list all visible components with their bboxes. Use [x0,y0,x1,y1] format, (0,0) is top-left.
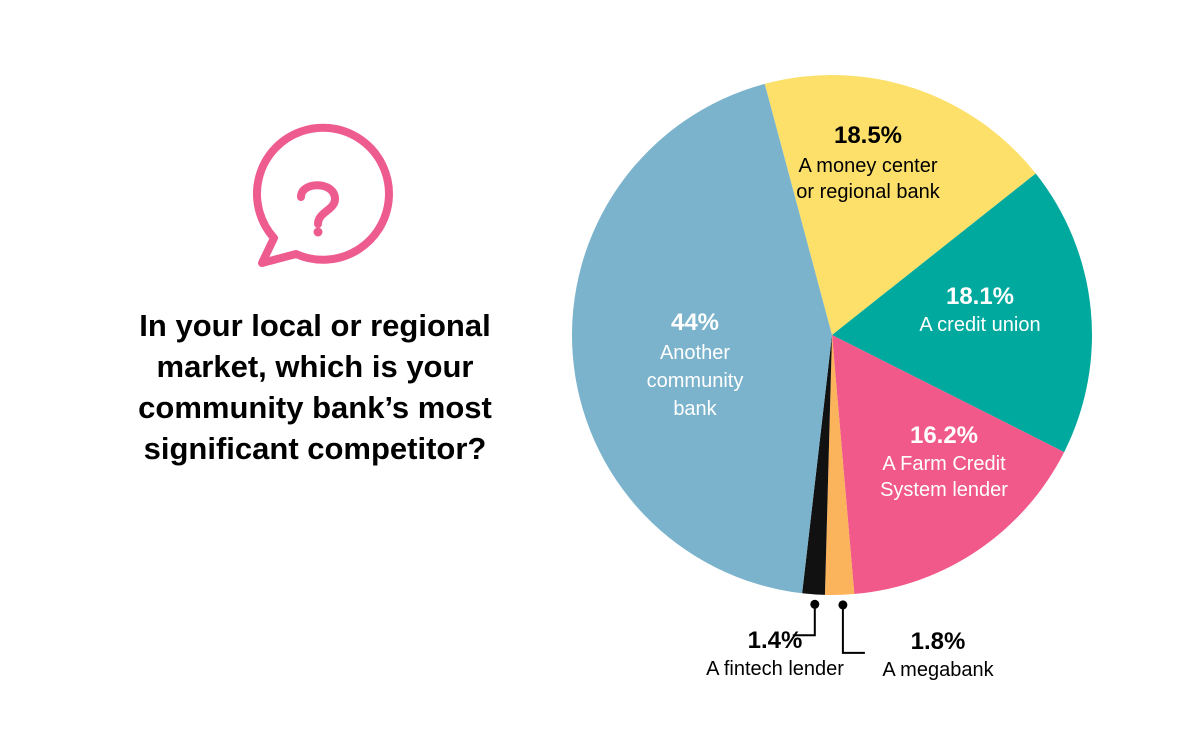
pie-callouts [792,599,865,654]
pie-slice-megabank [824,335,855,595]
question-speech-bubble-icon [253,123,393,267]
question-line-4: significant competitor? [144,431,487,466]
pie-labels: 18.5% A money center or regional bank 18.1%… [647,122,1041,681]
callout-line-megabank [841,604,865,654]
slice-pct-megabank: 1.8% [911,628,966,655]
slice-label-community-bank: community [647,370,744,392]
pie-slice-community-bank [571,83,832,594]
question-line-1: In your local or regional [139,308,490,343]
callout-dot-fintech [810,599,820,609]
slice-pct-credit-union: 18.1% [946,283,1014,310]
slice-label-money-center: A money center [799,155,938,177]
callout-line-fintech [792,604,816,637]
question-line-2: market, which is your [157,349,474,384]
slice-label-credit-union: A credit union [919,314,1040,336]
slice-pct-farm-credit: 16.2% [910,422,978,449]
slice-label-megabank: A megabank [882,659,994,681]
pie-slice-credit-union [832,173,1092,453]
slice-label-fintech: A fintech lender [706,658,844,680]
slice-pct-fintech: 1.4% [748,627,803,654]
pie-slice-fintech [802,335,832,595]
slice-pct-community-bank: 44% [671,309,719,336]
pie-slice-money-center [764,75,1036,335]
slice-label-farm-credit: A Farm Credit [882,453,1006,475]
slice-label-community-bank: Another [660,342,730,364]
slice-label-money-center: or regional bank [796,181,940,203]
slice-label-community-bank: bank [673,398,717,420]
slice-label-farm-credit: System lender [880,479,1008,501]
pie-slices [571,75,1092,595]
pie-slice-farm-credit [832,335,1065,595]
callout-dot-megabank [838,600,848,610]
question-line-3: community bank’s most [138,390,492,425]
slice-pct-money-center: 18.5% [834,122,902,149]
